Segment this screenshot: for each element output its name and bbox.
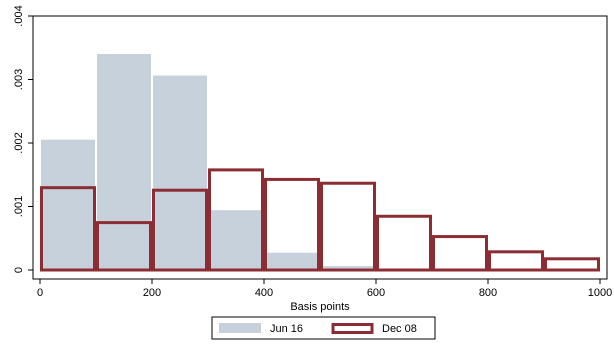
bar-jun16-0-100	[40, 138, 96, 271]
series-jun16-bars	[40, 52, 376, 271]
y-tick-label: .002	[13, 132, 25, 153]
y-tick-label: .001	[13, 196, 25, 217]
x-tick-label: 400	[255, 287, 273, 299]
x-tick-label: 1000	[588, 287, 612, 299]
bar-dec08-700-800	[432, 235, 488, 272]
bar-dec08-300-400	[208, 168, 264, 272]
bar-dec08-200-300	[152, 188, 208, 272]
x-tick-label: 200	[143, 287, 161, 299]
legend-label-dec08: Dec 08	[382, 323, 417, 335]
series-dec08-bars	[40, 168, 600, 272]
x-tick-label: 600	[367, 287, 385, 299]
x-tick-label: 800	[479, 287, 497, 299]
y-tick-label: .003	[13, 69, 25, 90]
bar-dec08-400-500	[264, 177, 320, 272]
x-tick-label: 0	[37, 287, 43, 299]
bar-dec08-800-900	[488, 250, 544, 272]
bar-dec08-0-100	[40, 186, 96, 272]
y-axis: 0 .001 .002 .003 .004	[13, 5, 33, 273]
x-axis: 0 200 400 600 800 1000	[37, 279, 612, 299]
bar-jun16-300-400	[208, 209, 264, 271]
legend: Jun 16 Dec 08	[211, 316, 436, 340]
x-axis-title: Basis points	[290, 301, 350, 313]
bar-dec08-600-700	[376, 214, 432, 272]
bar-dec08-500-600	[320, 181, 376, 272]
y-tick-label: 0	[13, 267, 25, 273]
bar-jun16-100-200	[96, 52, 152, 271]
legend-swatch-jun16	[219, 323, 261, 333]
bar-jun16-400-500	[264, 251, 320, 271]
bar-jun16-200-300	[152, 74, 208, 271]
legend-label-jun16: Jun 16	[270, 323, 303, 335]
legend-swatch-dec08	[331, 323, 374, 334]
bar-dec08-100-200	[96, 221, 152, 272]
legend-frame	[211, 316, 436, 340]
bar-dec08-900-1000	[544, 257, 600, 272]
y-tick-label: .004	[13, 5, 25, 26]
